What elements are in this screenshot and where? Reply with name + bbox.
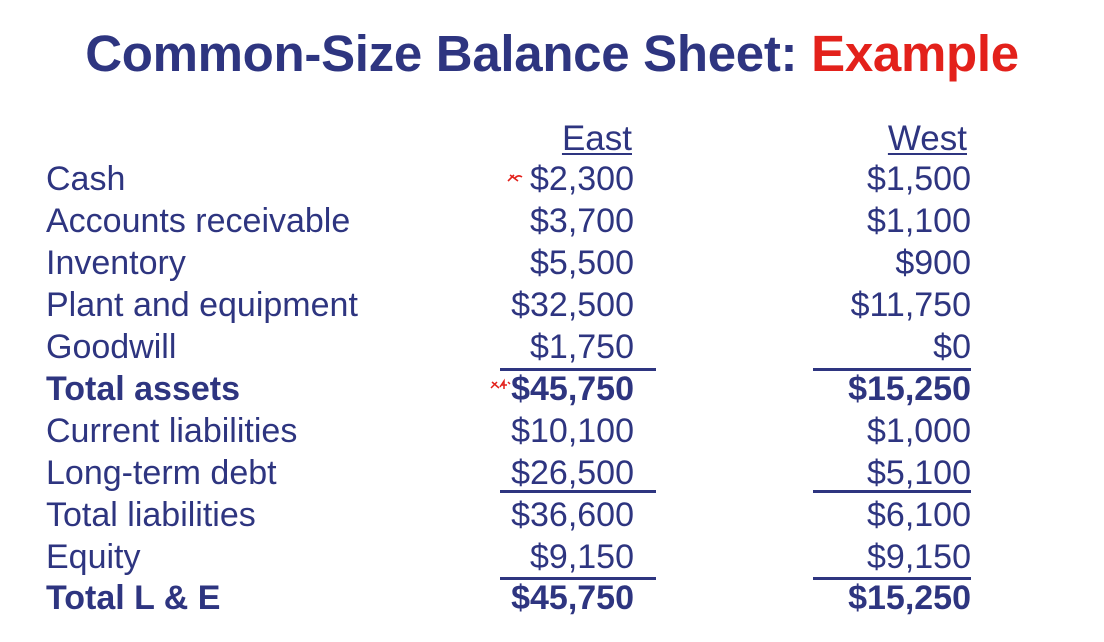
row-label: Goodwill: [46, 328, 177, 366]
east-value: $1,750: [530, 328, 634, 366]
subtotal-rule-west: [813, 490, 971, 493]
row-label: Accounts receivable: [46, 202, 351, 240]
west-value: $11,750: [850, 286, 971, 324]
annotation-mark-icon: [507, 174, 523, 182]
title-main: Common-Size Balance Sheet:: [85, 25, 798, 82]
row-label: Long-term debt: [46, 454, 277, 492]
annotation-mark-icon: [490, 378, 511, 389]
subtotal-rule-east: [500, 490, 656, 493]
table-row-plant-equipment: Plant and equipment $32,500 $11,750: [0, 284, 1104, 326]
east-value: $9,150: [530, 538, 634, 576]
west-value: $0: [933, 328, 971, 366]
east-value: $3,700: [530, 202, 634, 240]
subtotal-rule-east: [500, 577, 656, 580]
column-header-west: West: [887, 119, 967, 158]
title-accent: Example: [811, 25, 1019, 82]
row-label: Current liabilities: [46, 412, 298, 450]
west-value: $6,100: [867, 496, 971, 534]
row-label: Total assets: [46, 370, 241, 408]
west-value: $15,250: [848, 579, 971, 617]
east-value: $36,600: [511, 496, 634, 534]
east-value: $32,500: [511, 286, 634, 324]
east-value: $45,750: [511, 370, 634, 408]
slide-title: Common-Size Balance Sheet: Example: [0, 22, 1104, 86]
row-label: Equity: [46, 538, 141, 576]
table-row-inventory: Inventory $5,500 $900: [0, 242, 1104, 284]
table-row-cash: Cash $2,300 $1,500: [0, 158, 1104, 200]
table-row-current-liabilities: Current liabilities $10,100 $1,000: [0, 410, 1104, 452]
east-value: $10,100: [511, 412, 634, 450]
east-value: $26,500: [511, 454, 634, 492]
row-label: Plant and equipment: [46, 286, 358, 324]
table-row-total-l-e: Total L & E $45,750 $15,250: [0, 577, 1104, 619]
subtotal-rule-east: [500, 368, 656, 371]
subtotal-rule-west: [813, 577, 971, 580]
west-value: $900: [895, 244, 971, 282]
row-label: Inventory: [46, 244, 186, 282]
subtotal-rule-west: [813, 368, 971, 371]
row-label: Total liabilities: [46, 496, 256, 534]
row-label: Cash: [46, 160, 126, 198]
table-row-equity: Equity $9,150 $9,150: [0, 536, 1104, 578]
table-row-total-assets: Total assets $45,750 $15,250: [0, 368, 1104, 410]
west-value: $1,500: [867, 160, 971, 198]
table-row-long-term-debt: Long-term debt $26,500 $5,100: [0, 452, 1104, 494]
east-value: $2,300: [530, 160, 634, 198]
west-value: $9,150: [867, 538, 971, 576]
west-value: $1,100: [867, 202, 971, 240]
table-row-goodwill: Goodwill $1,750 $0: [0, 326, 1104, 368]
east-value: $5,500: [530, 244, 634, 282]
west-value: $15,250: [848, 370, 971, 408]
east-value: $45,750: [511, 579, 634, 617]
column-header-east: East: [561, 119, 632, 158]
table-row-total-liabilities: Total liabilities $36,600 $6,100: [0, 494, 1104, 536]
west-value: $5,100: [867, 454, 971, 492]
row-label: Total L & E: [46, 579, 221, 617]
table-row-accounts-receivable: Accounts receivable $3,700 $1,100: [0, 200, 1104, 242]
west-value: $1,000: [867, 412, 971, 450]
